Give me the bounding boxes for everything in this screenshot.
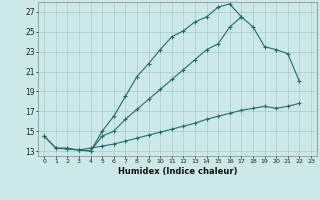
- X-axis label: Humidex (Indice chaleur): Humidex (Indice chaleur): [118, 167, 237, 176]
